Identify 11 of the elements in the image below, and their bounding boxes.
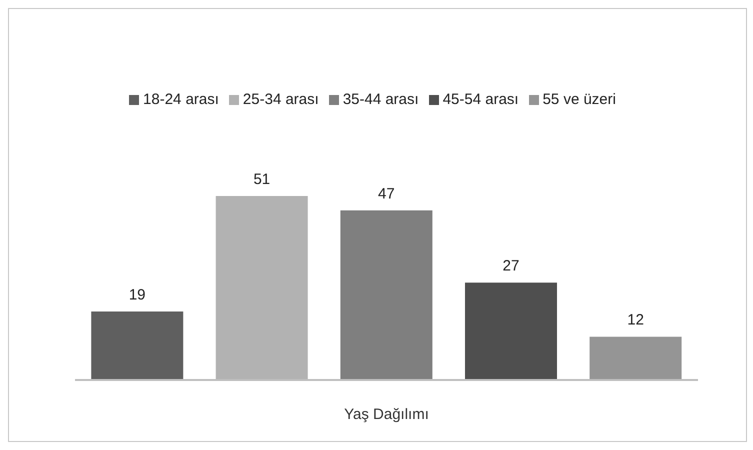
x-axis-title: Yaş Dağılımı [344, 406, 429, 423]
legend-label: 18-24 arası [143, 91, 219, 108]
data-label: 19 [128, 286, 146, 304]
legend-label: 25-34 arası [242, 91, 319, 108]
legend-label: 45-54 arası [442, 91, 519, 108]
data-label: 12 [627, 312, 644, 329]
data-label: 27 [502, 258, 520, 275]
data-label: 51 [253, 171, 270, 188]
legend-label: 35-44 arası [342, 91, 419, 108]
data-label: 47 [378, 185, 395, 202]
legend-label: 55 ve üzeri [542, 91, 616, 108]
